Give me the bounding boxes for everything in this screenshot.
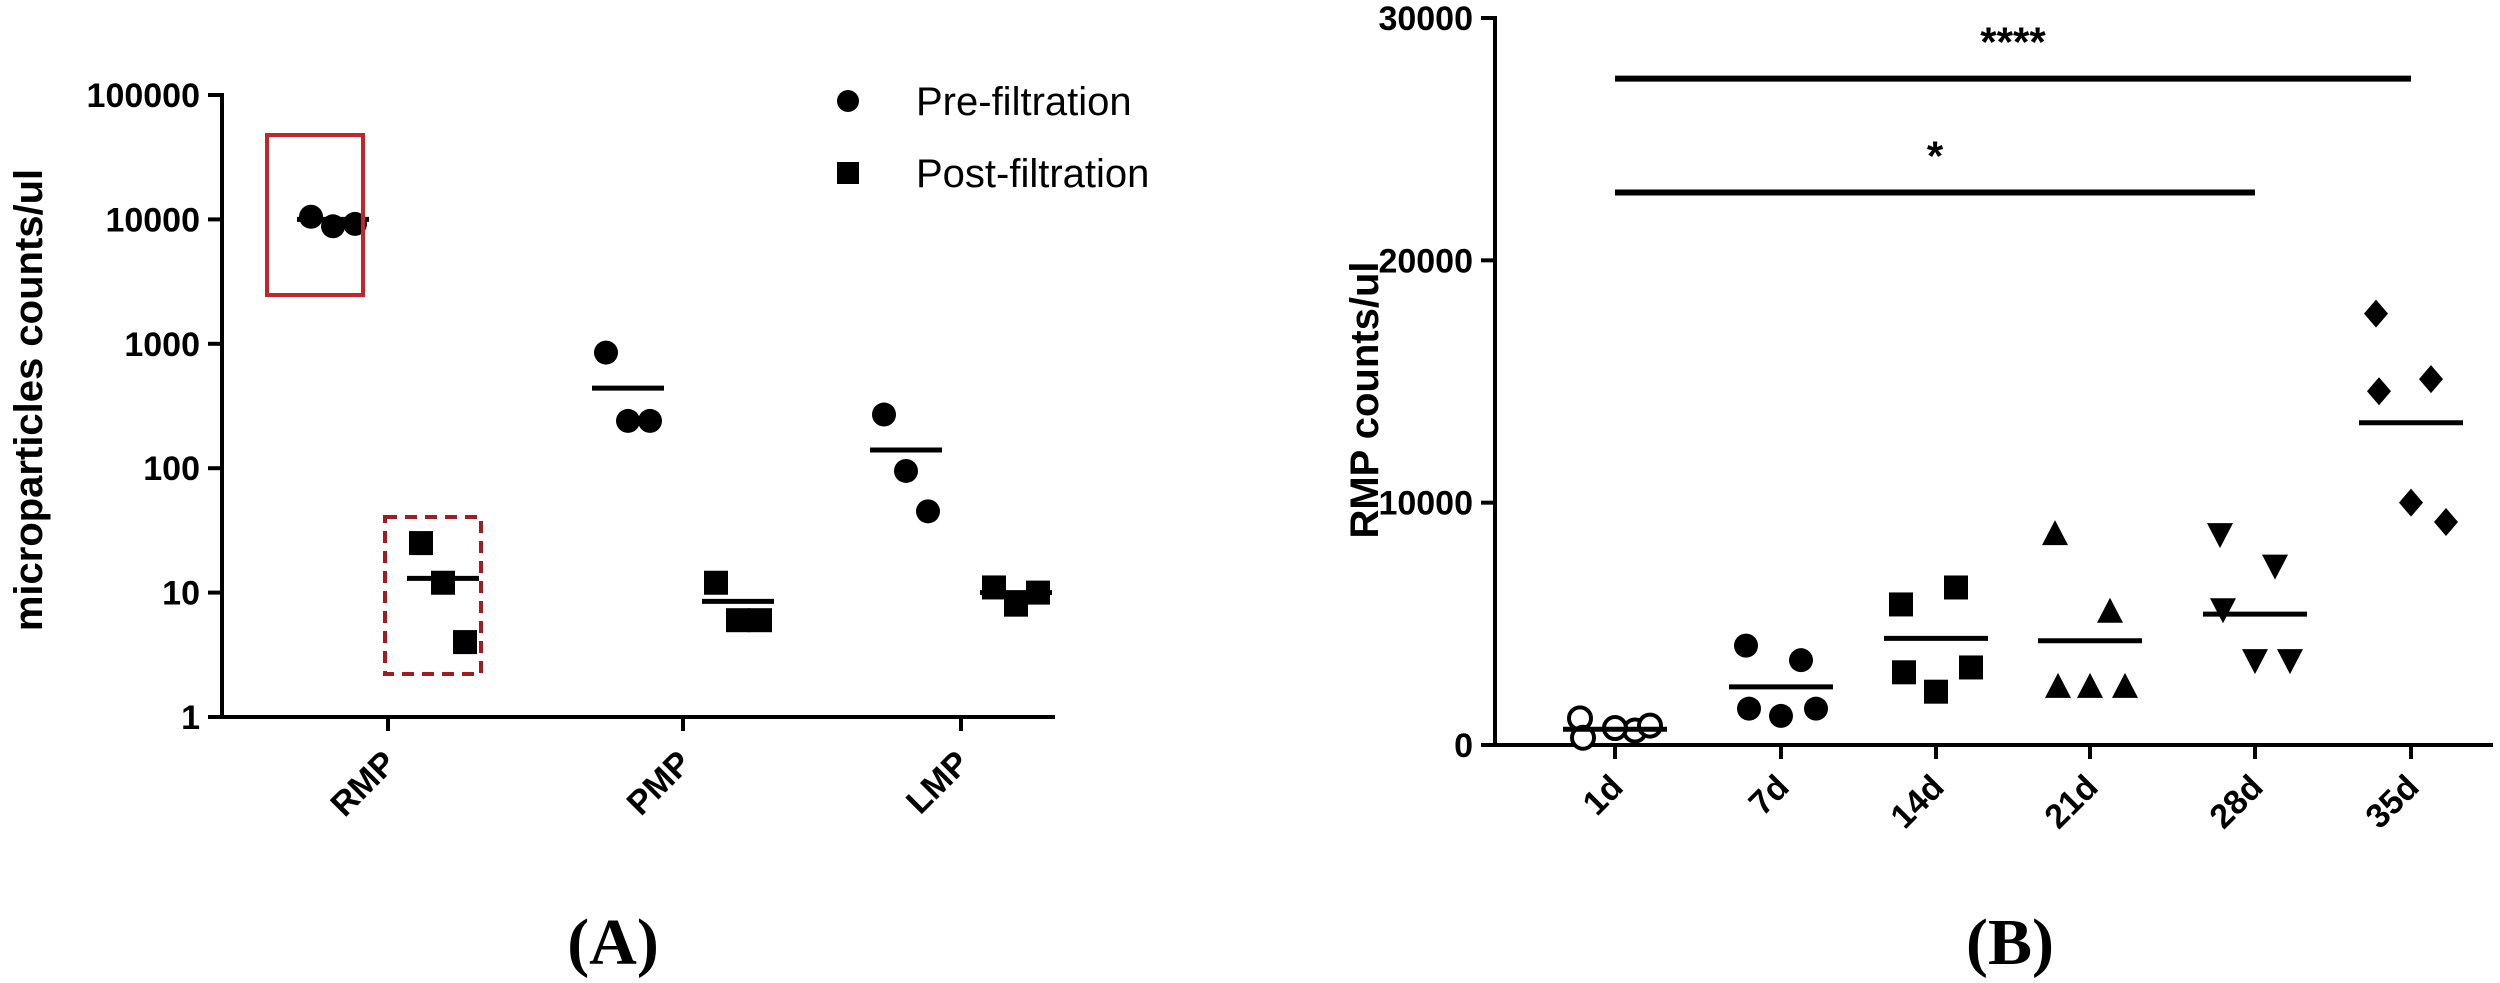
panel-b-significance-label: *: [1927, 132, 1944, 179]
panel-a-legend: Pre-filtration Post-filtration: [837, 80, 1149, 196]
panel-a-label: (A): [567, 906, 659, 979]
panel-a-square-point-lmp: [982, 575, 1006, 600]
panel-b-circle-point-7d: [1769, 703, 1793, 728]
panel-b-circle-point-7d: [1737, 696, 1761, 721]
panel-a-y-tick-label: 1: [181, 699, 200, 737]
panel-b-square-point-14d: [1944, 575, 1968, 600]
panel-b-triangle-up-point-21d: [2112, 672, 2138, 698]
legend-post-filtration-label: Post-filtration: [916, 152, 1149, 196]
panel-b-y-tick-label: 0: [1454, 727, 1473, 765]
panel-a-y-tick-label: 1000: [124, 326, 200, 364]
panel-a-y-tick-label: 100: [143, 450, 200, 488]
panel-b-open-circle-point-1d: [1570, 724, 1596, 751]
panel-b-square-point-14d: [1924, 679, 1948, 704]
panel-b-significance-label: ****: [1980, 19, 2046, 66]
panel-a-data-marks: [297, 204, 1052, 655]
panel-b-y-tick-label: 20000: [1378, 242, 1473, 280]
panel-b-triangle-up-point-21d: [2045, 672, 2071, 698]
panel-b-triangle-up-point-21d: [2042, 520, 2068, 546]
panel-a: 1 10 100 1000 10000 100000 RMP PMP LMP micropart…: [7, 77, 1149, 979]
panel-b-x-tick-label: 14d: [1883, 768, 1951, 836]
panel-a-square-point-pmp: [726, 608, 750, 633]
panel-b-x-tick-label: 7d: [1742, 768, 1797, 823]
panel-a-x-tick-label: PMP: [620, 744, 699, 823]
panel-a-square-point-rmp: [431, 570, 455, 595]
panel-a-circle-point-pmp: [638, 408, 662, 433]
panel-a-square-point-pmp: [704, 570, 728, 595]
panel-b-square-point-14d: [1892, 660, 1916, 685]
panel-a-axes: 1 10 100 1000 10000 100000 RMP PMP LMP: [87, 77, 1055, 824]
panel-b-triangle-down-point-28d: [2277, 649, 2303, 675]
panel-b-significance-bars: *****: [1615, 19, 2411, 196]
panel-b-square-point-14d: [1959, 655, 1983, 680]
panel-b-y-axis-title: RMP counts/ul: [1343, 261, 1387, 538]
panel-a-highlight-box-solid: [265, 133, 365, 297]
panel-b-triangle-down-point-28d: [2262, 554, 2288, 580]
panel-a-highlight-boxes: [265, 133, 483, 676]
panel-b-triangle-up-point-21d: [2077, 672, 2103, 698]
panel-b-open-circle-point-1d: [1637, 712, 1663, 739]
panel-a-highlight-box-dashed: [383, 515, 483, 676]
panel-b-circle-point-7d: [1789, 648, 1813, 673]
panel-b-diamond-point-35d: [2364, 299, 2388, 328]
panel-a-y-tick-label: 10: [162, 575, 200, 613]
panel-b-data-marks: [1563, 299, 2463, 751]
panel-b-x-tick-label: 28d: [2202, 768, 2270, 836]
legend-pre-filtration-label: Pre-filtration: [916, 80, 1132, 124]
panel-b-x-tick-label: 35d: [2358, 768, 2426, 836]
panel-a-square-point-pmp: [748, 608, 772, 633]
legend-pre-filtration-marker: [837, 90, 859, 112]
panel-b-circle-point-7d: [1734, 633, 1758, 658]
panel-b-triangle-up-point-21d: [2097, 597, 2123, 623]
panel-a-circle-point-lmp: [894, 458, 918, 483]
panel-a-square-point-lmp: [1004, 592, 1028, 617]
panel-b-diamond-point-35d: [2367, 377, 2391, 406]
panel-a-x-tick-label: RMP: [323, 744, 403, 824]
panel-b-diamond-point-35d: [2434, 508, 2458, 537]
panel-a-square-point-rmp: [409, 531, 433, 556]
panel-a-square-point-rmp: [453, 630, 477, 655]
panel-b-triangle-down-point-28d: [2207, 523, 2233, 549]
panel-b-square-point-14d: [1889, 592, 1913, 617]
panel-a-y-tick-label: 10000: [105, 201, 200, 239]
panel-b-triangle-down-point-28d: [2242, 649, 2268, 675]
panel-b-diamond-point-35d: [2419, 365, 2443, 394]
panel-b-y-tick-label: 10000: [1378, 485, 1473, 523]
panel-a-y-tick-label: 100000: [87, 77, 200, 115]
panel-b-circle-point-7d: [1804, 696, 1828, 721]
panel-b-y-tick-label: 30000: [1378, 0, 1473, 38]
panel-b-axes: 0 10000 20000 30000 1d 7d 14d 21d 28d 35d: [1378, 0, 2493, 836]
panel-b-triangle-down-point-28d: [2210, 598, 2236, 624]
panel-b-x-tick-label: 1d: [1576, 768, 1631, 823]
panel-a-y-axis-title: microparticles counts/ul: [7, 169, 51, 631]
panel-a-circle-point-lmp: [916, 499, 940, 524]
legend-post-filtration-marker: [837, 162, 859, 184]
panel-a-circle-point-pmp: [616, 408, 640, 433]
panel-a-x-tick-label: LMP: [899, 744, 977, 822]
panel-a-circle-point-pmp: [594, 340, 618, 365]
panel-b-diamond-point-35d: [2399, 488, 2423, 517]
panel-b-label: (B): [1966, 906, 2054, 979]
panel-b-x-tick-label: 21d: [2037, 768, 2105, 836]
panel-a-circle-point-lmp: [872, 402, 896, 427]
panel-a-circle-point-rmp: [299, 204, 323, 229]
